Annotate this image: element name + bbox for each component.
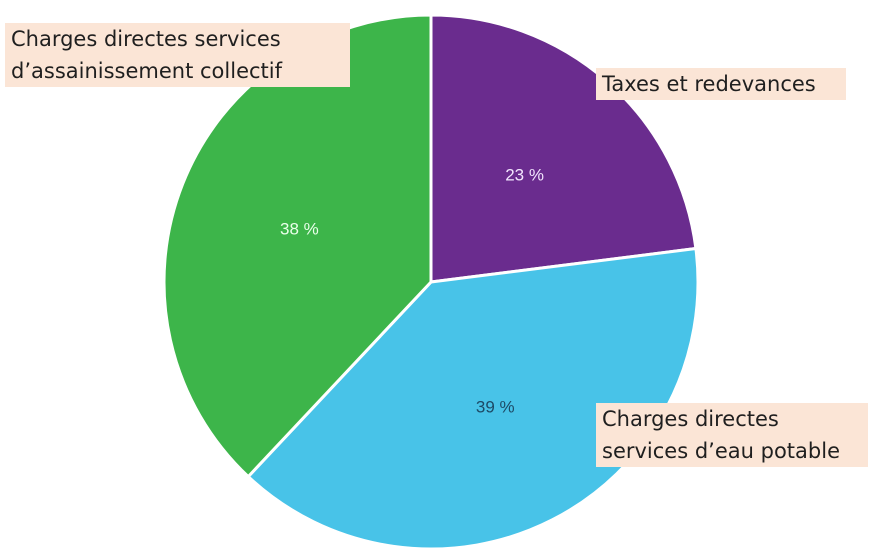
callout-line: Charges directes xyxy=(602,407,779,431)
slice-value-label: 38 % xyxy=(280,219,319,238)
callout-eau-potable: Charges directes services d’eau potable xyxy=(596,403,868,467)
callout-assainissement: Charges directes services d’assainisseme… xyxy=(5,23,350,87)
slice-value-label: 23 % xyxy=(505,165,544,184)
callout-line: d’assainissement collectif xyxy=(11,59,282,83)
callout-line: Taxes et redevances xyxy=(602,72,816,96)
callout-line: Charges directes services xyxy=(11,27,281,51)
slice-eau-potable xyxy=(246,247,700,551)
slice-value-label: 39 % xyxy=(476,398,515,417)
slice-taxes xyxy=(429,13,698,284)
callout-taxes: Taxes et redevances xyxy=(596,68,846,100)
callout-line: services d’eau potable xyxy=(602,439,840,463)
